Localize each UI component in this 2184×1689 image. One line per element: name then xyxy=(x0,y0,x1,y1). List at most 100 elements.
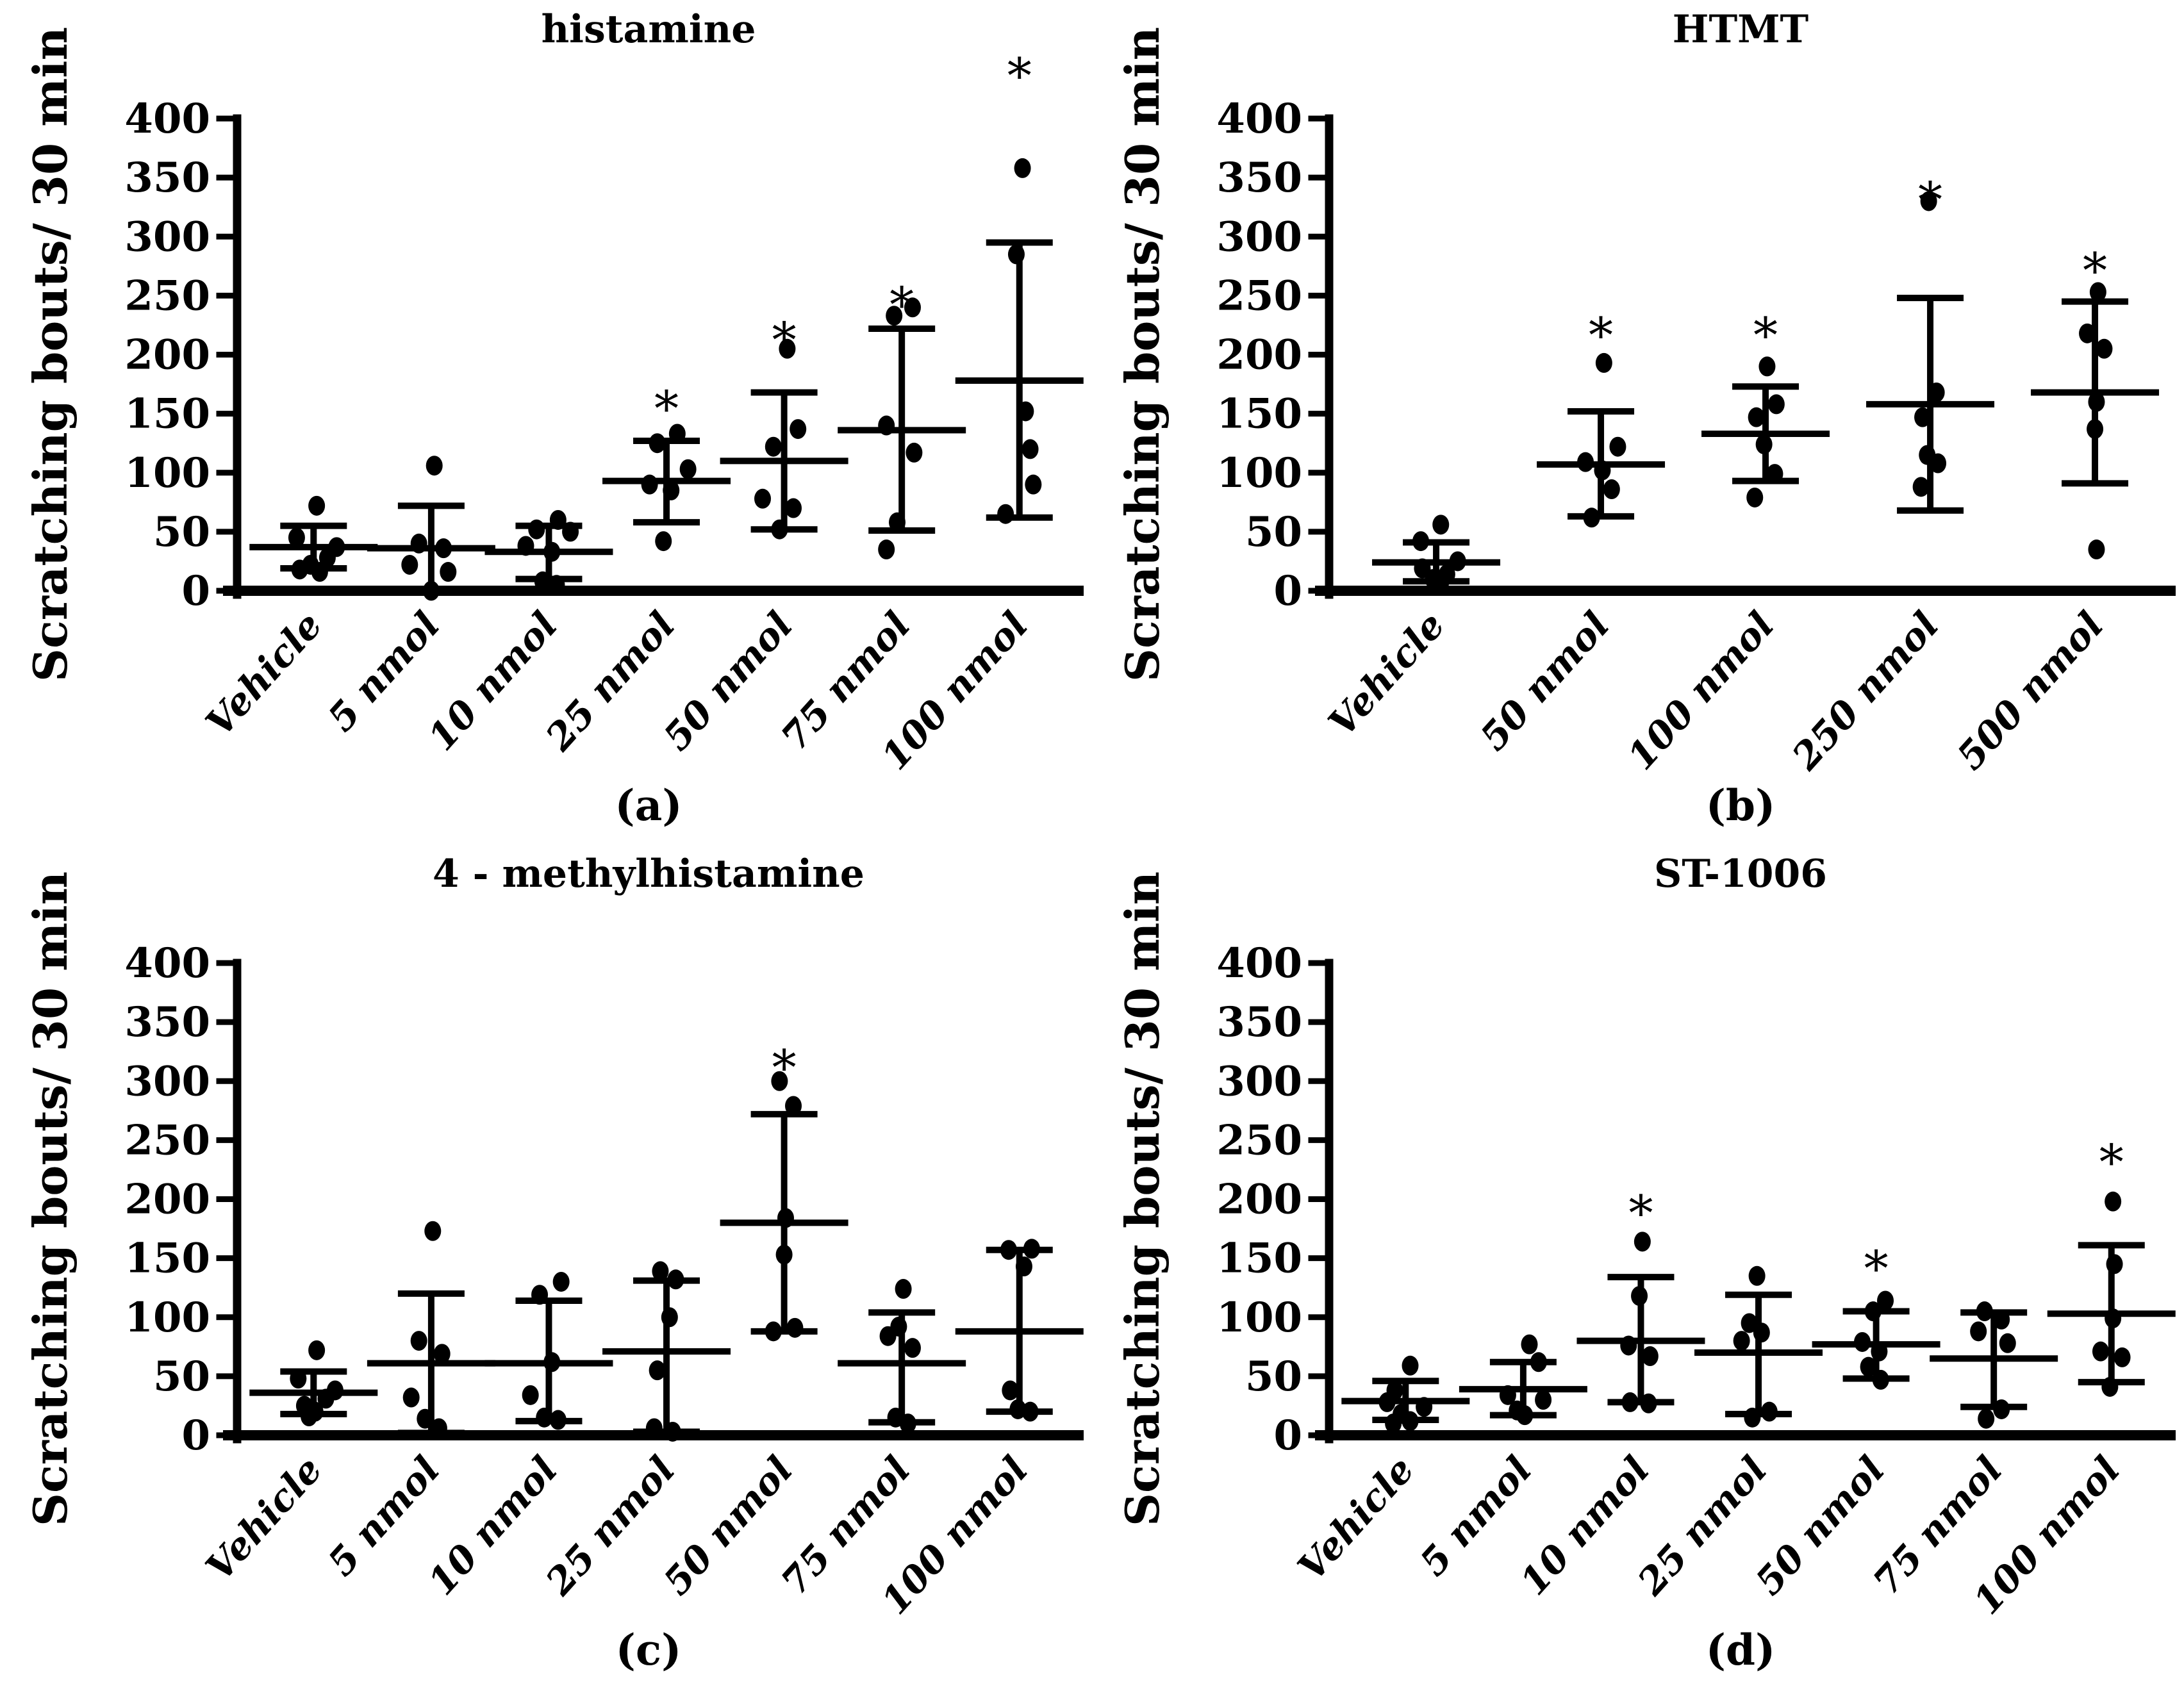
data-point xyxy=(888,512,906,532)
data-point xyxy=(997,504,1014,524)
data-point xyxy=(1620,1335,1637,1356)
data-point xyxy=(562,522,579,542)
panel-b-letter: (b) xyxy=(1706,780,1776,830)
data-point xyxy=(1872,1369,1889,1390)
data-point xyxy=(2106,1254,2123,1274)
y-tick-label: 0 xyxy=(1273,567,1302,615)
group-vehicle xyxy=(1341,1355,1470,1434)
data-point xyxy=(308,495,326,516)
data-point xyxy=(1753,1322,1770,1343)
x-category-label: 250 nmol xyxy=(1783,604,1948,779)
data-point xyxy=(549,1410,567,1430)
group-50-nmol: * xyxy=(1537,307,1666,528)
data-point xyxy=(664,1421,681,1442)
data-point xyxy=(1416,1397,1433,1417)
significance-asterisk: * xyxy=(772,312,797,369)
panel-d: ST-1006 Scratching bouts/ 30 min 0 50 100 1… xyxy=(1115,852,2176,1675)
data-point xyxy=(308,1340,326,1360)
data-point xyxy=(1766,464,1783,484)
group-vehicle xyxy=(1372,515,1501,593)
data-point xyxy=(440,562,457,582)
data-point xyxy=(2087,419,2104,440)
data-point xyxy=(426,456,443,476)
x-category-label: 100 nmol xyxy=(1619,604,1782,779)
data-point xyxy=(668,424,686,444)
data-point xyxy=(775,1244,793,1265)
y-tick-label: 100 xyxy=(1216,1294,1302,1342)
y-tick-label: 400 xyxy=(124,95,210,143)
data-point xyxy=(786,1317,804,1338)
data-point xyxy=(886,306,903,326)
data-point xyxy=(2092,1341,2109,1362)
data-point xyxy=(1634,1232,1651,1252)
data-point xyxy=(1449,551,1466,572)
data-point xyxy=(904,297,921,318)
data-point xyxy=(655,531,672,552)
data-point xyxy=(548,575,565,595)
data-point xyxy=(790,419,807,440)
y-tick-label: 400 xyxy=(1216,939,1302,987)
y-tick-label: 50 xyxy=(1245,508,1302,556)
data-point xyxy=(754,488,772,509)
data-point xyxy=(410,533,427,554)
y-tick-label: 100 xyxy=(1216,449,1302,497)
group-500-nmol: * xyxy=(2031,242,2160,560)
data-point xyxy=(1412,531,1430,552)
data-point xyxy=(785,498,802,518)
group-100-nmol: * xyxy=(2047,1134,2176,1397)
data-point xyxy=(679,459,697,479)
significance-asterisk: * xyxy=(654,380,679,437)
data-point xyxy=(534,571,551,591)
y-tick-label: 250 xyxy=(1216,272,1302,320)
data-point xyxy=(663,480,680,500)
group-5-nmol xyxy=(1459,1334,1587,1426)
panel-a-y-axis-label: Scratching bouts/ 30 min xyxy=(23,27,78,682)
data-point xyxy=(1744,1407,1761,1428)
data-point xyxy=(2096,338,2113,359)
data-point xyxy=(1970,1321,1987,1342)
data-point xyxy=(1499,1385,1516,1405)
data-point xyxy=(1746,487,1764,507)
data-point xyxy=(1733,1331,1750,1351)
data-point xyxy=(1402,1411,1419,1431)
data-point xyxy=(1864,1301,1882,1322)
data-point xyxy=(1000,1240,1017,1260)
data-point xyxy=(1854,1331,1871,1352)
group-100-nmol: * xyxy=(1701,307,1830,507)
group-75-nmol: * xyxy=(838,276,966,560)
y-tick-label: 200 xyxy=(1216,1176,1302,1224)
data-point xyxy=(290,1369,307,1389)
data-point xyxy=(1002,1380,1019,1401)
y-tick-label: 300 xyxy=(1216,1057,1302,1105)
y-tick-label: 200 xyxy=(124,331,210,379)
data-point xyxy=(1007,244,1025,265)
data-point xyxy=(1014,158,1031,178)
y-tick-label: 300 xyxy=(1216,213,1302,261)
data-point xyxy=(1912,477,1930,497)
data-point xyxy=(1583,507,1600,528)
data-point xyxy=(1577,452,1594,472)
data-point xyxy=(1641,1346,1659,1367)
significance-asterisk: * xyxy=(889,276,914,333)
data-point xyxy=(1535,1390,1552,1410)
group-100-nmol xyxy=(955,1239,1084,1422)
data-point xyxy=(1009,1399,1027,1419)
data-point xyxy=(517,536,534,556)
y-tick-label: 50 xyxy=(1245,1353,1302,1401)
panel-b-y-axis-label: Scratching bouts/ 30 min xyxy=(1115,27,1170,682)
group-50-nmol: * xyxy=(720,1039,848,1342)
data-point xyxy=(1631,1286,1648,1306)
data-point xyxy=(1023,1239,1040,1259)
x-category-label: Vehicle xyxy=(197,1448,331,1589)
data-point xyxy=(1760,1401,1778,1422)
data-point xyxy=(2088,540,2105,560)
data-point xyxy=(1595,352,1612,373)
data-point xyxy=(311,562,328,582)
data-point xyxy=(1530,1352,1547,1372)
y-tick-label: 0 xyxy=(181,567,210,615)
data-point xyxy=(1758,356,1776,377)
significance-asterisk: * xyxy=(1753,307,1778,364)
significance-asterisk: * xyxy=(772,1039,797,1096)
data-point xyxy=(417,1408,434,1429)
